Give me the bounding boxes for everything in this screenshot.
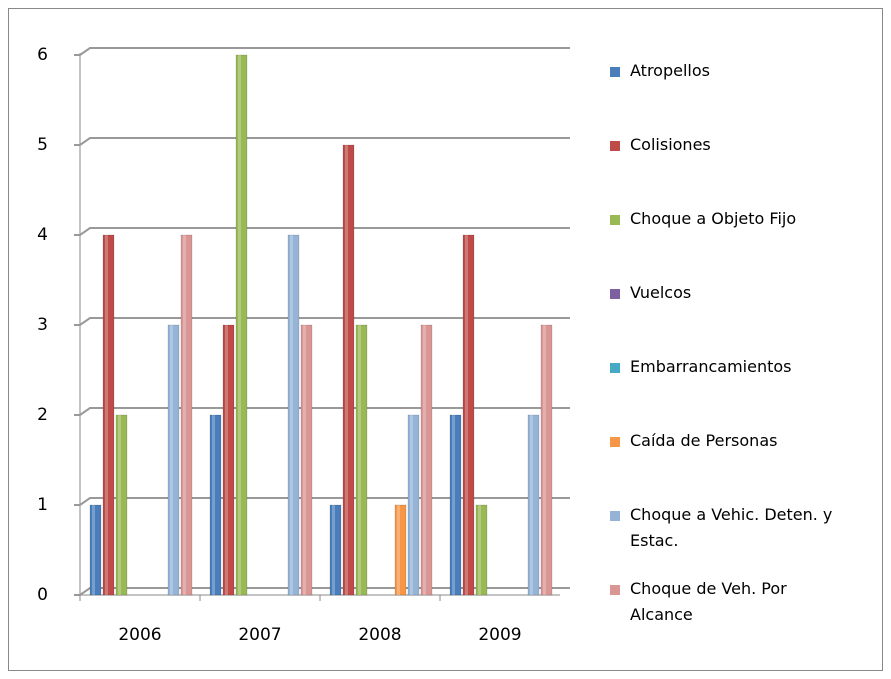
legend-item: Choque de Veh. Por Alcance (610, 576, 850, 650)
bar (449, 414, 462, 596)
bar-side (358, 325, 361, 595)
legend-swatch (610, 363, 620, 373)
legend-label: Choque de Veh. Por Alcance (630, 579, 787, 624)
legend-item: Vuelcos (610, 280, 850, 354)
bar-side (212, 415, 215, 595)
legend-item: Colisiones (610, 132, 850, 206)
bar-side (397, 505, 400, 595)
grid-line (74, 317, 570, 326)
legend-label: Choque a Objeto Fijo (630, 209, 797, 228)
x-tick-label: 2006 (118, 625, 161, 645)
bar (167, 324, 180, 596)
y-tick-label: 4 (37, 225, 48, 245)
bar (222, 324, 235, 596)
bar-side (290, 235, 293, 595)
chart-border (8, 8, 883, 671)
bar (180, 234, 193, 596)
bar (355, 324, 368, 596)
bar (475, 504, 488, 596)
bar (287, 234, 300, 596)
bar (89, 504, 102, 596)
bar (394, 504, 407, 596)
bar-side (105, 235, 108, 595)
bar-side (543, 325, 546, 595)
bar-side (225, 325, 228, 595)
x-tick-label: 2007 (238, 625, 281, 645)
bar-side (170, 325, 173, 595)
bar (420, 324, 433, 596)
legend-swatch (610, 511, 620, 521)
bar (300, 324, 313, 596)
bar-side (303, 325, 306, 595)
bar-side (452, 415, 455, 595)
bar-side (423, 325, 426, 595)
bar (462, 234, 475, 596)
bar (527, 414, 540, 596)
bar (407, 414, 420, 596)
y-tick-label: 0 (37, 585, 48, 605)
bar-side (238, 55, 241, 595)
legend-item: Caída de Personas (610, 428, 850, 502)
legend-label: Colisiones (630, 135, 711, 154)
grid-line (74, 587, 570, 596)
legend-swatch (610, 215, 620, 225)
bar-side (410, 415, 413, 595)
legend-label: Embarrancamientos (630, 357, 792, 376)
y-tick-label: 3 (37, 315, 48, 335)
legend-item: Choque a Objeto Fijo (610, 206, 850, 280)
legend-item: Embarrancamientos (610, 354, 850, 428)
legend-label: Choque a Vehic. Deten. y Estac. (630, 505, 833, 550)
legend-swatch (610, 585, 620, 595)
bar (342, 144, 355, 596)
bar-side (183, 235, 186, 595)
grid-line (74, 47, 570, 56)
y-tick-label: 2 (37, 405, 48, 425)
legend-label: Vuelcos (630, 283, 692, 302)
legend: Atropellos Colisiones Choque a Objeto Fijo… (610, 58, 850, 650)
bar (540, 324, 553, 596)
x-tick-label: 2009 (478, 625, 521, 645)
bar-side (345, 145, 348, 595)
legend-swatch (610, 67, 620, 77)
y-tick-label: 5 (37, 135, 48, 155)
bar-side (332, 505, 335, 595)
bar-side (118, 415, 121, 595)
grid-line (74, 137, 570, 146)
bar (235, 54, 248, 596)
bar (209, 414, 222, 596)
y-tick-label: 6 (37, 45, 48, 65)
legend-item: Choque a Vehic. Deten. y Estac. (610, 502, 850, 576)
bar-side (465, 235, 468, 595)
x-tick-label: 2008 (358, 625, 401, 645)
y-tick-label: 1 (37, 495, 48, 515)
bar-side (478, 505, 481, 595)
legend-swatch (610, 289, 620, 299)
bar-side (92, 505, 95, 595)
grid-line (74, 497, 570, 506)
bar-side (530, 415, 533, 595)
legend-swatch (610, 141, 620, 151)
legend-label: Caída de Personas (630, 431, 778, 450)
legend-item: Atropellos (610, 58, 850, 132)
grid-line (74, 227, 570, 236)
bar (115, 414, 128, 596)
bar (102, 234, 115, 596)
grid-line (74, 407, 570, 416)
bar (329, 504, 342, 596)
legend-swatch (610, 437, 620, 447)
legend-label: Atropellos (630, 61, 710, 80)
